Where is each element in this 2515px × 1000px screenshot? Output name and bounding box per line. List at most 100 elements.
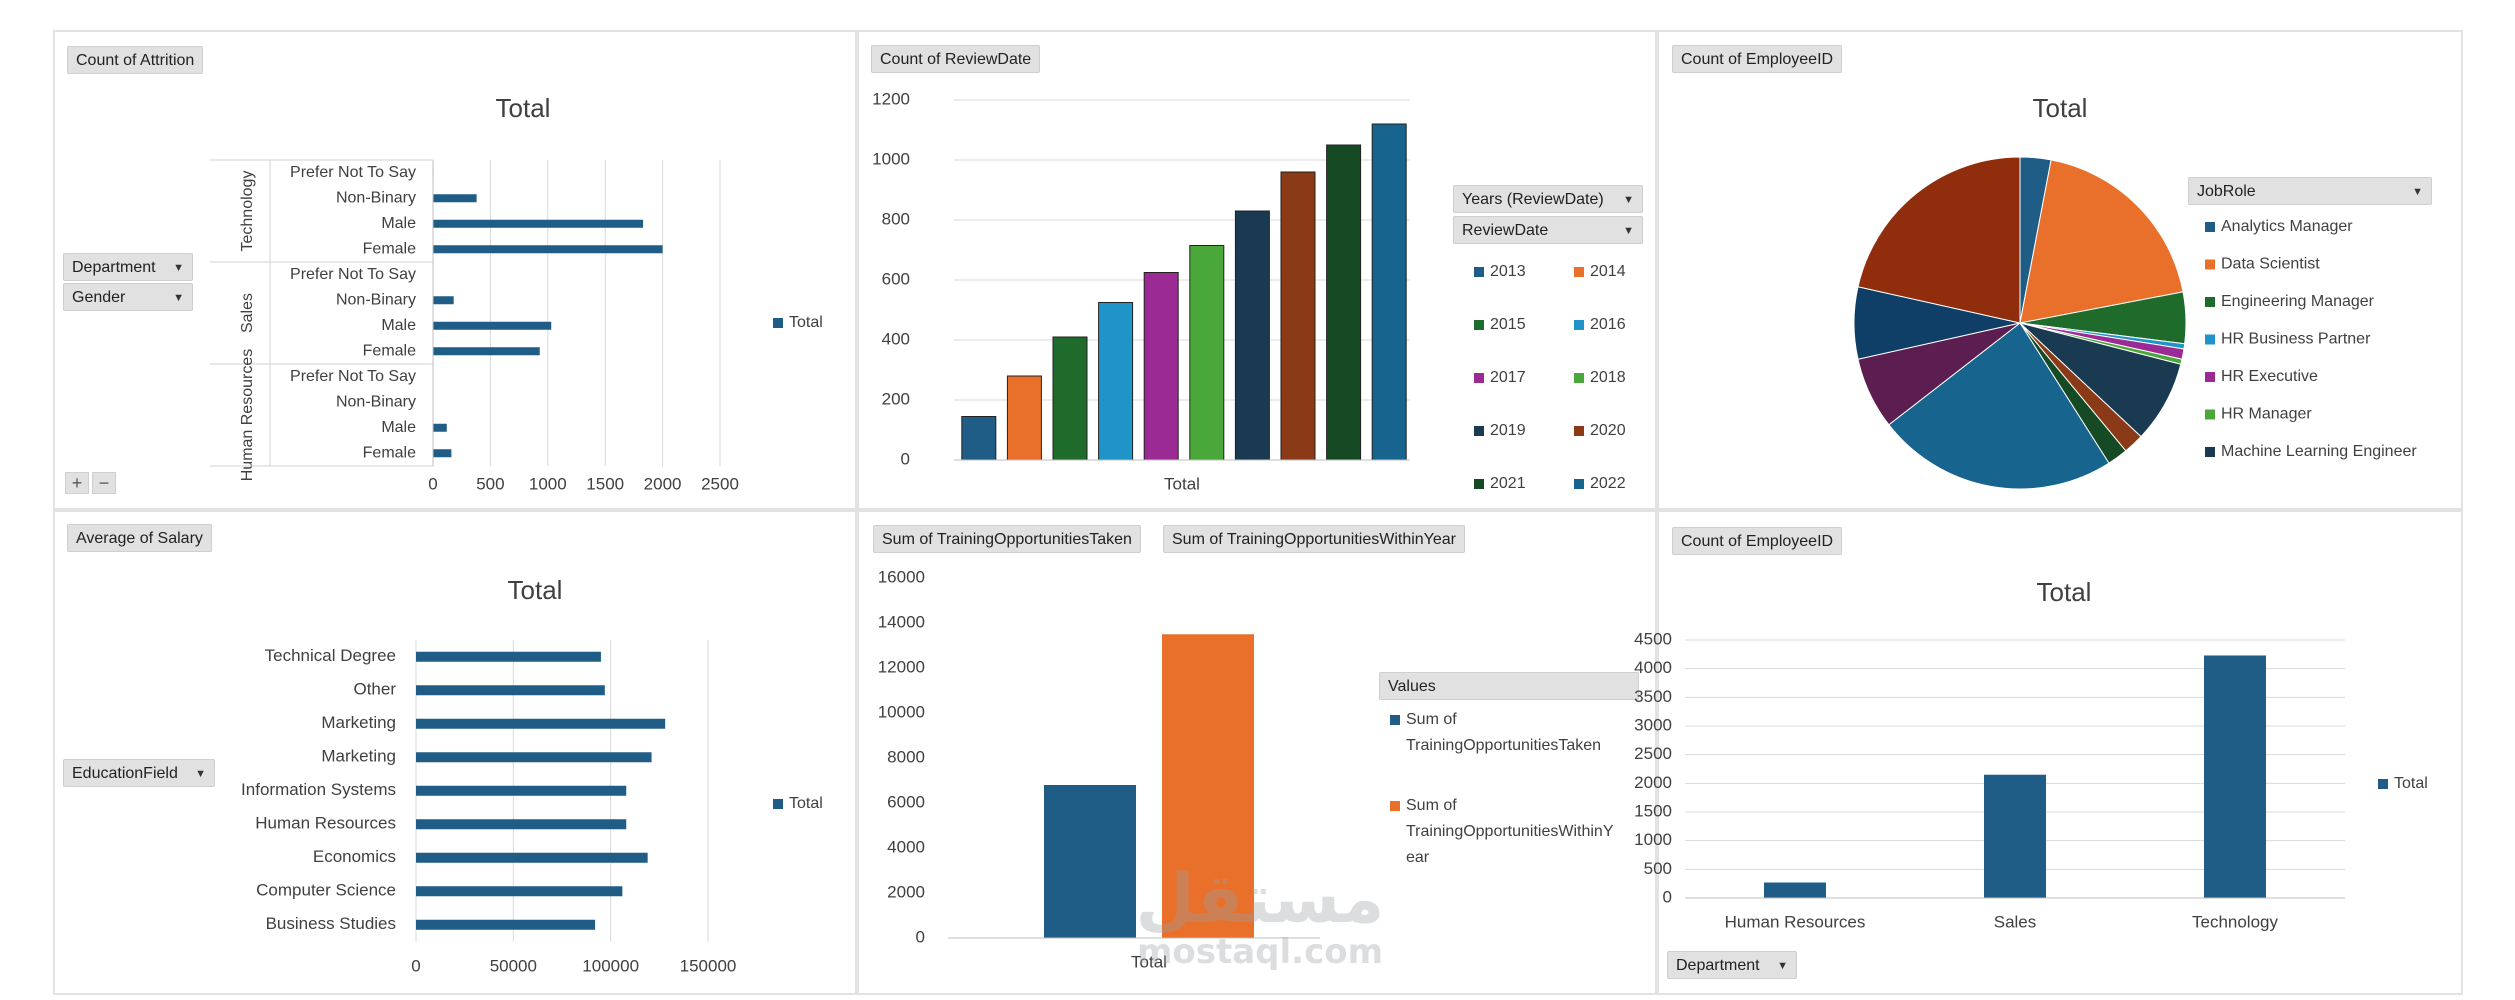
chart2-bar [1326,144,1362,461]
chart1-bar [433,219,644,228]
chart3-legend-label: Analytics Manager [2221,218,2353,235]
chevron-down-icon: ▼ [173,262,184,274]
chart6-xtick: Human Resources [1725,912,1866,931]
chart1-bar [433,194,477,203]
legend-field-values-button[interactable]: Values [1379,672,1639,700]
value-field-button-employeeid-dept[interactable]: Count of EmployeeID [1672,527,1843,555]
chart3-legend-swatch [2205,297,2215,307]
chart2-bar [1098,302,1134,461]
chart1-category-label: Male [381,419,416,436]
chart5-legend-swatch [1390,801,1400,811]
chart5-ytick: 0 [916,927,925,946]
chart5-ytick: 6000 [887,792,925,811]
filter-department-label: Department [72,259,156,276]
chart2-bar [961,416,997,461]
chart6-legend-label: Total [2394,775,2428,792]
chart4-category-label: Human Resources [255,814,396,833]
value-field-button-reviewdate[interactable]: Count of ReviewDate [871,45,1041,73]
chart6-ytick: 0 [1663,887,1672,906]
chart2-legend-label: 2015 [1490,316,1526,333]
chart5-ytick: 2000 [887,882,925,901]
chart5-bar [1162,634,1254,938]
chart3-slice [1857,156,2021,324]
legend-field-reviewdate-button[interactable]: ReviewDate ▼ [1453,216,1643,244]
chart2-bar [1280,171,1316,461]
filter-gender-button[interactable]: Gender ▼ [63,283,193,311]
chart2-legend-swatch [1574,426,1584,436]
chart1-category-label: Non-Binary [336,189,416,206]
chart1-category-label: Prefer Not To Say [290,164,416,181]
chart4-category-label: Computer Science [256,881,396,900]
legend-field-years-label: Years (ReviewDate) [1462,191,1604,208]
legend-field-jobrole-button[interactable]: JobRole ▼ [2188,177,2432,205]
chart6-bar [2204,655,2266,898]
chart2-legend-swatch [1574,267,1584,277]
chart6-ytick: 1500 [1634,801,1672,820]
chart2-ytick: 400 [882,329,910,348]
chart6-ytick: 500 [1644,859,1672,878]
chart1-category-label: Prefer Not To Say [290,368,416,385]
chart4-legend-swatch [773,799,783,809]
chart4-bar [416,886,623,897]
legend-field-years-button[interactable]: Years (ReviewDate) ▼ [1453,185,1643,213]
chart3-legend-swatch [2205,447,2215,457]
chart2-legend-swatch [1574,479,1584,489]
chart5-legend-label: ear [1406,849,1430,866]
chart2-legend-label: 2017 [1490,369,1526,386]
chart2-legend-swatch [1574,373,1584,383]
chart1-category-label: Female [363,444,416,461]
chart6-ytick: 3000 [1634,715,1672,734]
chart1-title: Total [496,93,551,123]
chart1-group-label: Sales [239,293,256,333]
chart6-xtick: Technology [2192,912,2279,931]
chart1-category-label: Male [381,317,416,334]
chart5-legend-swatch [1390,715,1400,725]
chart4-category-label: Information Systems [241,780,396,799]
chart1-legend-swatch [773,318,783,328]
chart6-ytick: 3500 [1634,687,1672,706]
chevron-down-icon: ▼ [1777,960,1788,972]
value-field-button-salary[interactable]: Average of Salary [67,524,212,552]
chart6-ytick: 2000 [1634,773,1672,792]
chart3-slice [1888,322,2110,490]
chart5-legend-label: Sum of [1406,711,1457,728]
chart2-legend-label: 2022 [1590,475,1626,492]
value-field-button-attrition[interactable]: Count of Attrition [67,46,204,74]
chart5-ytick: 16000 [878,567,925,586]
chart3-slice [2019,159,2184,324]
chart3-legend-swatch [2205,222,2215,232]
chart5-ytick: 14000 [878,612,925,631]
chart1-legend-label: Total [789,314,823,331]
filter-educationfield-button[interactable]: EducationField ▼ [63,759,215,787]
chart2-legend-swatch [1474,479,1484,489]
value-field-button-training-taken[interactable]: Sum of TrainingOpportunitiesTaken [873,525,1141,553]
chart2-legend-label: 2021 [1490,475,1526,492]
filter-department-button-2[interactable]: Department ▼ [1667,951,1797,979]
chart1-xtick: 2500 [701,474,739,493]
chart1-category-label: Non-Binary [336,291,416,308]
expand-button[interactable]: + [65,472,89,494]
chart4-category-label: Business Studies [266,914,396,933]
chart4-category-label: Other [353,680,396,699]
value-field-button-training-within-year[interactable]: Sum of TrainingOpportunitiesWithinYear [1163,525,1465,553]
chart3-title: Total [2033,93,2088,123]
collapse-button[interactable]: − [92,472,116,494]
chart1-xtick: 1000 [529,474,567,493]
chart4-xtick: 150000 [680,956,737,975]
chart6-ytick: 4500 [1634,629,1672,648]
chart5-legend-label: TrainingOpportunitiesTaken [1406,737,1601,754]
chart4-bar [416,919,596,930]
chart6-bar [1764,882,1826,898]
chart1-xtick: 2000 [644,474,682,493]
chart2-legend-swatch [1474,426,1484,436]
chart1-category-label: Non-Binary [336,393,416,410]
value-field-button-employeeid[interactable]: Count of EmployeeID [1672,45,1843,73]
chart5-legend-label: Sum of [1406,797,1457,814]
filter-department-button[interactable]: Department ▼ [63,253,193,281]
chart4-legend-label: Total [789,795,823,812]
chevron-down-icon: ▼ [2412,186,2423,198]
chart1-bar [433,449,452,458]
chart4-bar [416,819,627,830]
chart2-ytick: 1000 [872,149,910,168]
chart4-bar [416,852,648,863]
